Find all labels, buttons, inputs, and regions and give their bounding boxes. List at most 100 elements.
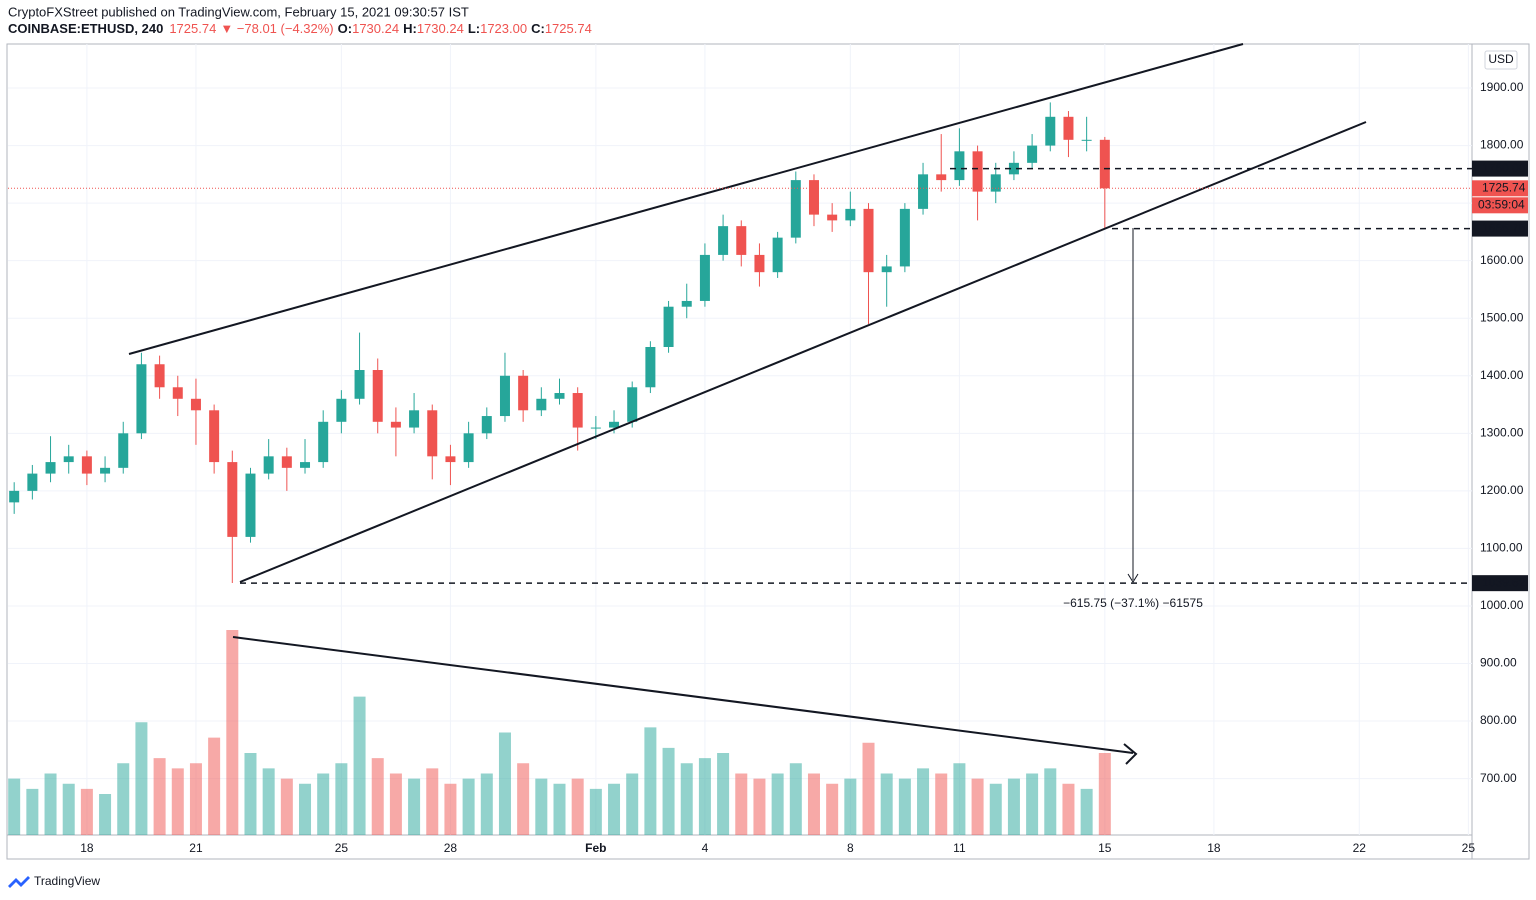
candle-body	[481, 416, 492, 434]
y-tick-label: 1000.00	[1480, 598, 1524, 612]
candle-body	[9, 490, 20, 503]
candle-body	[263, 456, 274, 474]
volume-bar	[608, 783, 621, 835]
y-tick-label: 1300.00	[1480, 425, 1524, 439]
measure-arrow	[1127, 573, 1139, 583]
y-tick-label: 1900.00	[1480, 80, 1524, 94]
volume-bar	[498, 732, 511, 835]
volume-bar	[717, 753, 730, 835]
candle-body	[354, 370, 365, 399]
x-tick-label: 4	[702, 841, 709, 855]
volume-bar	[807, 773, 820, 835]
candle-body	[1081, 139, 1092, 141]
candle-body	[645, 346, 656, 388]
currency: USD	[1488, 52, 1514, 66]
y-tick-label: 1400.00	[1480, 368, 1524, 382]
volume-bar	[135, 722, 148, 835]
logo	[8, 876, 30, 888]
volume-bar	[844, 778, 857, 835]
volume-bar	[826, 783, 839, 835]
candle-body	[336, 398, 347, 422]
x-tick-label: 28	[444, 841, 458, 855]
volume-bar	[371, 758, 384, 835]
ohlc-value: 1730.24	[417, 21, 464, 36]
trendlines	[128, 43, 1367, 765]
volume-bar	[26, 788, 39, 835]
currency-box	[1484, 50, 1518, 70]
volume-bar	[1044, 768, 1057, 835]
volume-bar	[1026, 773, 1039, 835]
channel-lower	[239, 121, 1367, 583]
price-tag	[1472, 160, 1528, 177]
candle-body	[681, 300, 692, 307]
x-tick-label: 18	[1207, 841, 1221, 855]
volume-bar	[80, 788, 93, 835]
y-tick-label: 1500.00	[1480, 310, 1524, 324]
volume-bar	[480, 773, 493, 835]
candle-body	[590, 427, 601, 429]
frame	[6, 43, 1530, 860]
candle-body	[899, 208, 910, 267]
volume-bar	[153, 758, 166, 835]
candle-body	[227, 462, 238, 537]
volume-bar	[735, 773, 748, 835]
candle-body	[518, 375, 529, 411]
countdown: 03:59:04	[1478, 197, 1525, 211]
candle-body	[1027, 145, 1038, 163]
volume-bar	[389, 773, 402, 835]
volume-bar	[626, 773, 639, 835]
volume-bar	[189, 763, 202, 835]
price-tag	[1472, 180, 1528, 197]
ohlc-value: 1730.24	[352, 21, 399, 36]
candle-body	[463, 433, 474, 463]
candle-body	[990, 174, 1001, 192]
volume-bar	[517, 763, 530, 835]
symbol: COINBASE:ETHUSD, 240	[8, 21, 163, 36]
volume-bar	[535, 778, 548, 835]
x-tick-label: 8	[847, 841, 854, 855]
price-tag-label: 1655.75	[1482, 221, 1526, 235]
candle-body	[136, 364, 147, 434]
x-tick-label: 25	[335, 841, 349, 855]
volume-bar	[244, 753, 257, 835]
volume-bar	[62, 783, 75, 835]
candle-body	[190, 398, 201, 411]
volume-bar	[408, 778, 421, 835]
volume-bar	[553, 783, 566, 835]
candle-body	[572, 393, 583, 428]
y-tick-label: 900.00	[1480, 656, 1517, 670]
footer: TradingView	[34, 874, 100, 888]
y-tick-label: 1800.00	[1480, 138, 1524, 152]
candle-body	[427, 410, 438, 457]
x-tick-label: 21	[189, 841, 203, 855]
candle-body	[445, 456, 456, 463]
ohlc-label: H:	[403, 21, 417, 36]
volume-bar	[335, 763, 348, 835]
volume-bar	[1062, 783, 1075, 835]
y-tick-label: 700.00	[1480, 771, 1517, 785]
volume-bar	[698, 758, 711, 835]
last: 1725.74	[169, 21, 216, 36]
candle-body	[1008, 162, 1019, 175]
candle-body	[718, 226, 729, 255]
volume-bar	[971, 778, 984, 835]
candle-body	[736, 226, 747, 255]
candle-body	[827, 214, 838, 221]
candle-body	[918, 174, 929, 209]
volume-bar	[680, 763, 693, 835]
candle-body	[390, 421, 401, 428]
volume-bar	[662, 747, 675, 835]
volume-bar	[226, 630, 239, 835]
candle-body	[63, 456, 74, 463]
price-tag-label: 1725.74	[1482, 180, 1526, 194]
countdown-tag	[1472, 197, 1528, 214]
price-tag-label: 1760.00	[1482, 161, 1526, 175]
candle-body	[772, 237, 783, 273]
candle-body	[627, 387, 638, 422]
price-tag	[1472, 220, 1528, 237]
candle-body	[172, 387, 183, 399]
x-tick-label: 25	[1462, 841, 1476, 855]
volume-bar	[771, 773, 784, 835]
volume-bar	[571, 778, 584, 835]
y-tick-label: 1100.00	[1480, 541, 1523, 555]
